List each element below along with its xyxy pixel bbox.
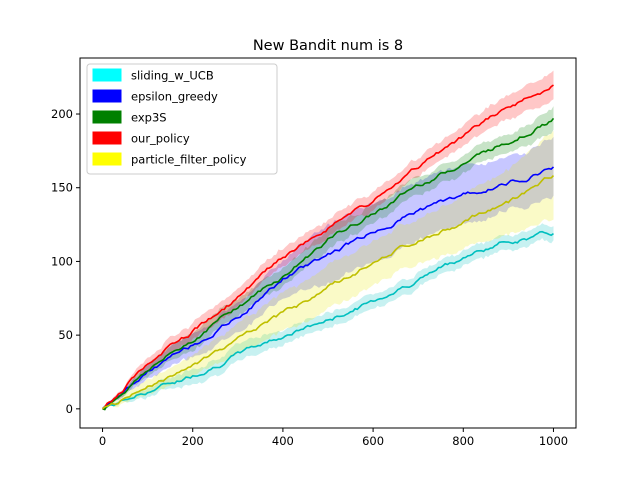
- series-line-our_policy: [101, 84, 554, 410]
- legend-label-particle_filter_policy: particle_filter_policy: [131, 153, 247, 167]
- band-exp3S: [102, 106, 554, 410]
- series-line-epsilon_greedy: [101, 166, 555, 410]
- series-line-particle_filter_policy: [101, 175, 555, 410]
- x-axis: 0 200 400 600 800 1000: [99, 428, 568, 448]
- confidence-bands: [102, 70, 554, 410]
- x-tick-label: 400: [272, 434, 294, 448]
- y-tick-label: 50: [58, 328, 73, 342]
- x-tick-label: 200: [182, 434, 204, 448]
- y-tick-label: 150: [51, 181, 73, 195]
- series-line-exp3S: [102, 117, 555, 411]
- y-tick-label: 0: [66, 402, 73, 416]
- y-tick-label: 100: [51, 254, 73, 268]
- plot-area-frame: [79, 57, 577, 429]
- x-tick-label: 800: [452, 434, 474, 448]
- band-epsilon_greedy: [102, 136, 554, 409]
- y-axis: 0 50 100 150 200: [51, 107, 80, 416]
- band-particle_filter_policy: [102, 130, 554, 409]
- x-tick-label: 600: [362, 434, 384, 448]
- x-tick-label: 0: [99, 434, 106, 448]
- x-tick-label: 1000: [539, 434, 568, 448]
- legend-label-sliding_w_UCB: sliding_w_UCB: [131, 69, 214, 83]
- legend: sliding_w_UCB epsilon_greedy exp3S our_poli…: [86, 63, 278, 175]
- legend-swatch-particle_filter_policy: [92, 152, 122, 166]
- legend-box: [86, 63, 278, 175]
- y-tick-label: 200: [51, 107, 73, 121]
- band-sliding_w_UCB: [102, 223, 554, 409]
- legend-swatch-epsilon_greedy: [92, 89, 122, 103]
- legend-label-our_policy: our_policy: [131, 132, 190, 146]
- legend-label-epsilon_greedy: epsilon_greedy: [131, 90, 218, 104]
- series-line-sliding_w_UCB: [102, 230, 554, 410]
- legend-swatch-our_policy: [92, 131, 122, 145]
- chart-title: New Bandit num is 8: [253, 38, 403, 54]
- band-our_policy: [102, 70, 554, 409]
- legend-entries: sliding_w_UCB epsilon_greedy exp3S our_poli…: [92, 68, 247, 167]
- legend-swatch-exp3S: [92, 110, 122, 124]
- legend-swatch-sliding_w_UCB: [92, 68, 122, 82]
- mean-lines: [101, 84, 555, 411]
- legend-label-exp3S: exp3S: [131, 111, 167, 125]
